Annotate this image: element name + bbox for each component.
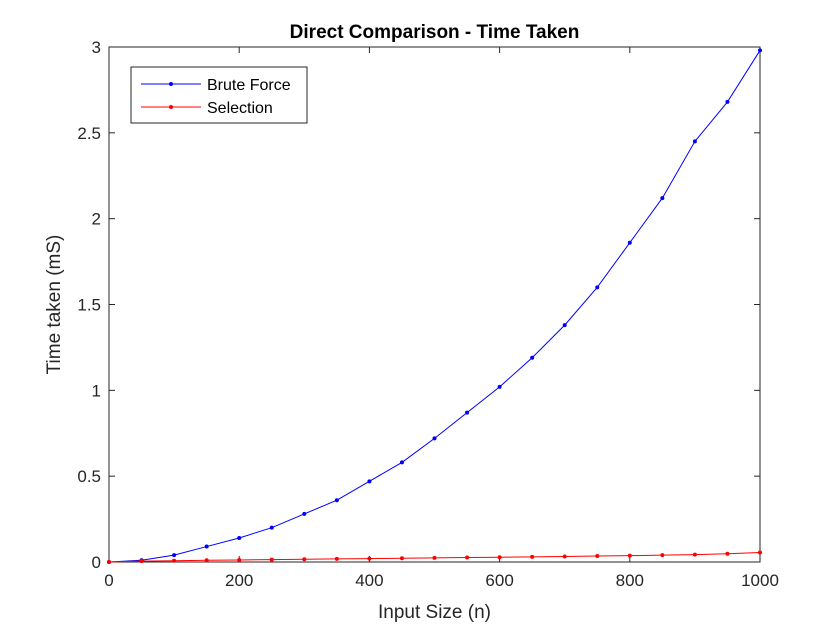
x-tick-label: 200 bbox=[225, 571, 253, 590]
x-tick-label: 1000 bbox=[741, 571, 779, 590]
y-tick-label: 0 bbox=[92, 553, 101, 572]
data-point-brute-force bbox=[334, 498, 339, 503]
data-point-brute-force bbox=[627, 240, 632, 245]
data-point-selection bbox=[660, 553, 665, 558]
data-point-brute-force bbox=[302, 511, 307, 516]
y-axis-ticks: 0 0.5 1 1.5 2 2.5 3 bbox=[77, 38, 760, 572]
legend-label-brute-force: Brute Force bbox=[207, 77, 291, 94]
data-point-brute-force bbox=[562, 323, 567, 328]
series-layer bbox=[107, 48, 762, 564]
data-point-selection bbox=[269, 557, 274, 562]
legend-label-selection: Selection bbox=[207, 100, 273, 117]
data-point-selection bbox=[139, 559, 144, 564]
chart-title: Direct Comparison - Time Taken bbox=[290, 22, 580, 43]
data-point-selection bbox=[399, 556, 404, 561]
data-point-brute-force bbox=[595, 285, 600, 290]
data-point-selection bbox=[497, 555, 502, 560]
data-point-selection bbox=[562, 554, 567, 559]
data-point-selection bbox=[367, 556, 372, 561]
legend: Brute Force Selection bbox=[130, 66, 308, 124]
data-point-brute-force bbox=[465, 410, 470, 415]
data-point-selection bbox=[627, 553, 632, 558]
data-point-brute-force bbox=[660, 196, 665, 201]
data-point-selection bbox=[302, 557, 307, 562]
data-point-brute-force bbox=[269, 525, 274, 530]
data-point-brute-force bbox=[237, 535, 242, 540]
y-tick-label: 0.5 bbox=[77, 467, 101, 486]
data-point-selection bbox=[107, 560, 111, 564]
data-point-brute-force bbox=[204, 544, 209, 549]
data-point-brute-force bbox=[432, 436, 437, 441]
data-point-brute-force bbox=[172, 553, 177, 558]
data-point-selection bbox=[334, 556, 339, 561]
plot-area bbox=[108, 46, 761, 563]
data-point-selection bbox=[595, 553, 600, 558]
y-axis-label: Time taken (mS) bbox=[44, 235, 65, 375]
data-point-brute-force bbox=[692, 139, 697, 144]
data-point-selection bbox=[172, 558, 177, 563]
x-tick-label: 0 bbox=[104, 571, 113, 590]
data-point-selection bbox=[465, 555, 470, 560]
data-point-selection bbox=[725, 551, 730, 556]
data-point-selection bbox=[432, 555, 437, 560]
data-point-brute-force bbox=[367, 479, 372, 484]
data-point-selection bbox=[530, 554, 535, 559]
y-tick-label: 2 bbox=[92, 210, 101, 229]
y-tick-label: 3 bbox=[92, 38, 101, 57]
legend-box bbox=[130, 66, 308, 124]
data-point-selection bbox=[692, 552, 697, 557]
data-point-brute-force bbox=[758, 48, 762, 53]
x-tick-label: 800 bbox=[616, 571, 644, 590]
y-tick-label: 1 bbox=[92, 381, 101, 400]
x-tick-label: 400 bbox=[355, 571, 383, 590]
x-tick-label: 600 bbox=[485, 571, 513, 590]
data-point-brute-force bbox=[725, 99, 730, 104]
data-point-brute-force bbox=[399, 460, 404, 465]
x-axis-label: Input Size (n) bbox=[378, 602, 491, 623]
x-axis-ticks: 0 200 400 600 800 1000 bbox=[104, 47, 779, 590]
series-selection bbox=[107, 550, 762, 564]
data-point-selection bbox=[204, 558, 209, 563]
y-tick-label: 2.5 bbox=[77, 124, 101, 143]
data-point-selection bbox=[237, 557, 242, 562]
data-point-selection bbox=[758, 550, 762, 555]
legend-marker-selection bbox=[169, 105, 173, 109]
data-point-brute-force bbox=[497, 384, 502, 389]
y-tick-label: 1.5 bbox=[77, 296, 101, 315]
legend-marker-brute-force bbox=[169, 82, 173, 86]
data-point-brute-force bbox=[530, 355, 535, 360]
